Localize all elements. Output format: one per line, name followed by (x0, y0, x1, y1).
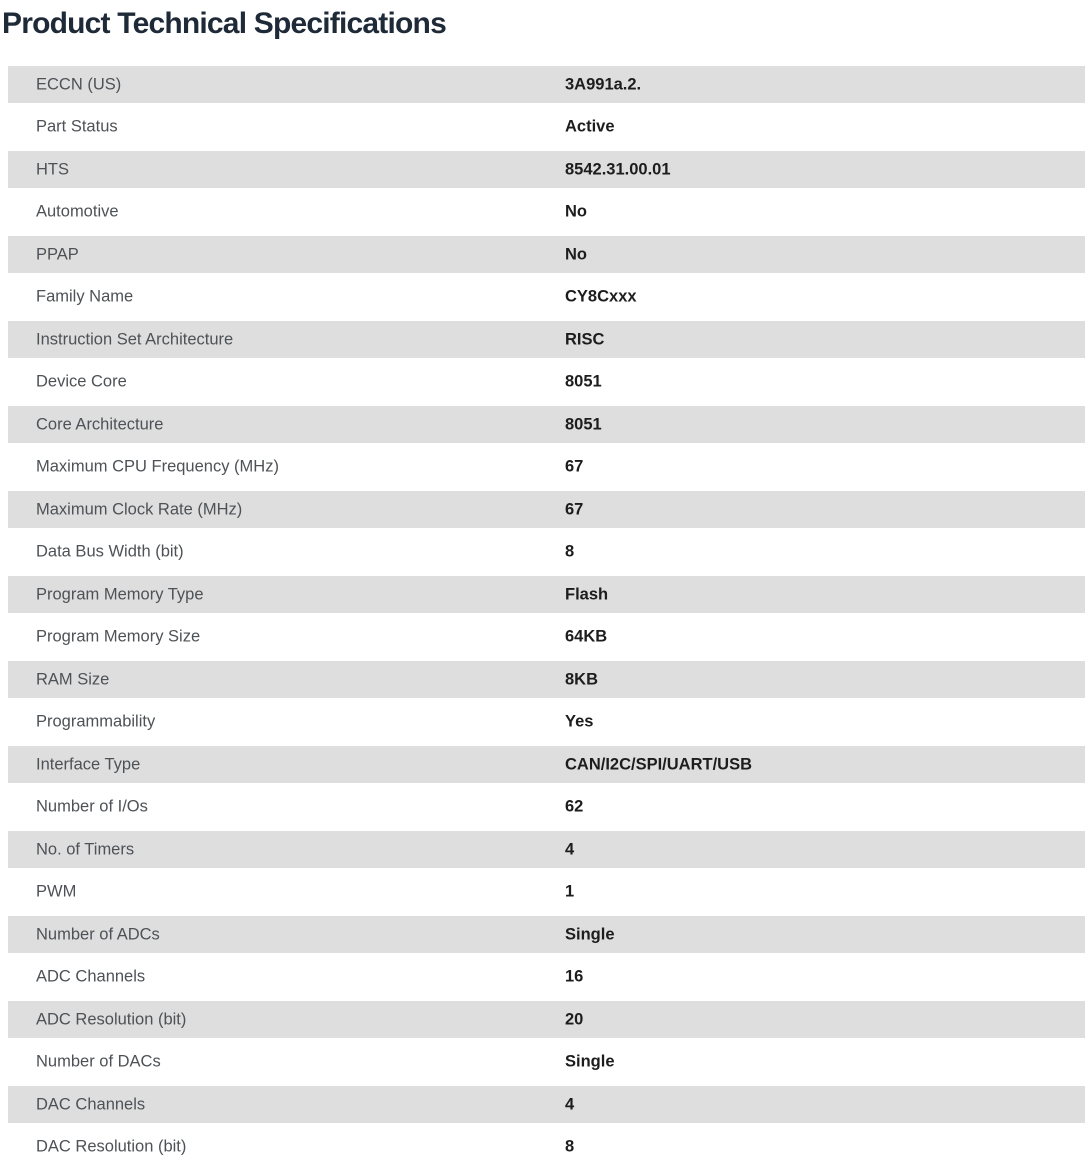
spec-label: HTS (36, 160, 69, 178)
spec-row: Program Memory Type Flash (8, 576, 1085, 613)
spec-value: 8KB (565, 670, 599, 688)
spec-row: Interface Type CAN/I2C/SPI/UART/USB (8, 746, 1085, 783)
spec-value: 20 (565, 1010, 584, 1028)
spec-row: DAC Resolution (bit) 8 (8, 1128, 1085, 1166)
spec-value: 8 (565, 1137, 575, 1156)
spec-row: Data Bus Width (bit) 8 (8, 533, 1085, 571)
spec-value: Flash (565, 585, 609, 603)
spec-value: 67 (565, 500, 584, 518)
spec-value: No (565, 245, 587, 263)
spec-label: Number of ADCs (36, 925, 160, 943)
spec-value: 8 (565, 542, 575, 561)
spec-row: Number of ADCs Single (8, 916, 1085, 953)
spec-row: Part Status Active (8, 108, 1085, 146)
spec-label: Program Memory Size (36, 627, 201, 646)
spec-row: Number of I/Os 62 (8, 788, 1085, 826)
spec-value: Active (565, 117, 615, 136)
spec-value: 8051 (565, 415, 602, 433)
spec-value: 67 (565, 457, 584, 476)
spec-row: PWM 1 (8, 873, 1085, 911)
spec-label: Number of I/Os (36, 797, 148, 816)
spec-row: Automotive No (8, 193, 1085, 231)
spec-label: ADC Resolution (bit) (36, 1010, 187, 1028)
spec-label: Device Core (36, 372, 127, 391)
spec-row: DAC Channels 4 (8, 1086, 1085, 1123)
spec-label: Program Memory Type (36, 585, 204, 603)
spec-value: CAN/I2C/SPI/UART/USB (565, 755, 753, 773)
spec-value: 3A991a.2. (565, 75, 642, 93)
spec-row: No. of Timers 4 (8, 831, 1085, 868)
spec-row: Core Architecture 8051 (8, 406, 1085, 443)
page-title: Product Technical Specifications (2, 7, 447, 40)
spec-label: PWM (36, 882, 77, 901)
spec-label: RAM Size (36, 670, 110, 688)
spec-row: Programmability Yes (8, 703, 1085, 741)
spec-row: Instruction Set Architecture RISC (8, 321, 1085, 358)
spec-value: No (565, 202, 587, 221)
spec-label: Interface Type (36, 755, 141, 773)
spec-value: RISC (565, 330, 605, 348)
spec-value: 8051 (565, 372, 602, 391)
spec-row: Maximum CPU Frequency (MHz) 67 (8, 448, 1085, 486)
spec-value: 64KB (565, 627, 608, 646)
product-technical-specifications-table: ECCN (US) 3A991a.2. Part Status Active HTS 85… (8, 66, 1085, 1171)
spec-label: Maximum Clock Rate (MHz) (36, 500, 243, 518)
spec-label: Data Bus Width (bit) (36, 542, 184, 561)
spec-row: RAM Size 8KB (8, 661, 1085, 698)
spec-row: Program Memory Size 64KB (8, 618, 1085, 656)
spec-label: Number of DACs (36, 1052, 161, 1071)
spec-row: HTS 8542.31.00.01 (8, 151, 1085, 188)
spec-label: DAC Channels (36, 1095, 146, 1113)
spec-label: ECCN (US) (36, 75, 122, 93)
spec-value: 1 (565, 882, 575, 901)
spec-label: Programmability (36, 712, 156, 731)
spec-label: Instruction Set Architecture (36, 330, 234, 348)
spec-row: ADC Resolution (bit) 20 (8, 1001, 1085, 1038)
spec-value: 62 (565, 797, 584, 816)
spec-value: 4 (565, 1095, 575, 1113)
spec-value: 16 (565, 967, 584, 986)
spec-value: CY8Cxxx (565, 287, 637, 306)
spec-label: PPAP (36, 245, 79, 263)
spec-row: Family Name CY8Cxxx (8, 278, 1085, 316)
spec-label: Core Architecture (36, 415, 164, 433)
spec-value: 8542.31.00.01 (565, 160, 671, 178)
spec-label: ADC Channels (36, 967, 146, 986)
spec-row: Number of DACs Single (8, 1043, 1085, 1081)
spec-row: Maximum Clock Rate (MHz) 67 (8, 491, 1085, 528)
spec-label: DAC Resolution (bit) (36, 1137, 187, 1156)
spec-label: Family Name (36, 287, 134, 306)
spec-row: ECCN (US) 3A991a.2. (8, 66, 1085, 103)
spec-label: No. of Timers (36, 840, 135, 858)
spec-value: Yes (565, 712, 594, 731)
spec-value: 4 (565, 840, 575, 858)
spec-label: Part Status (36, 117, 118, 136)
spec-label: Maximum CPU Frequency (MHz) (36, 457, 279, 476)
spec-row: Device Core 8051 (8, 363, 1085, 401)
spec-row: ADC Channels 16 (8, 958, 1085, 996)
spec-label: Automotive (36, 202, 119, 221)
spec-value: Single (565, 925, 615, 943)
spec-value: Single (565, 1052, 615, 1071)
spec-row: PPAP No (8, 236, 1085, 273)
